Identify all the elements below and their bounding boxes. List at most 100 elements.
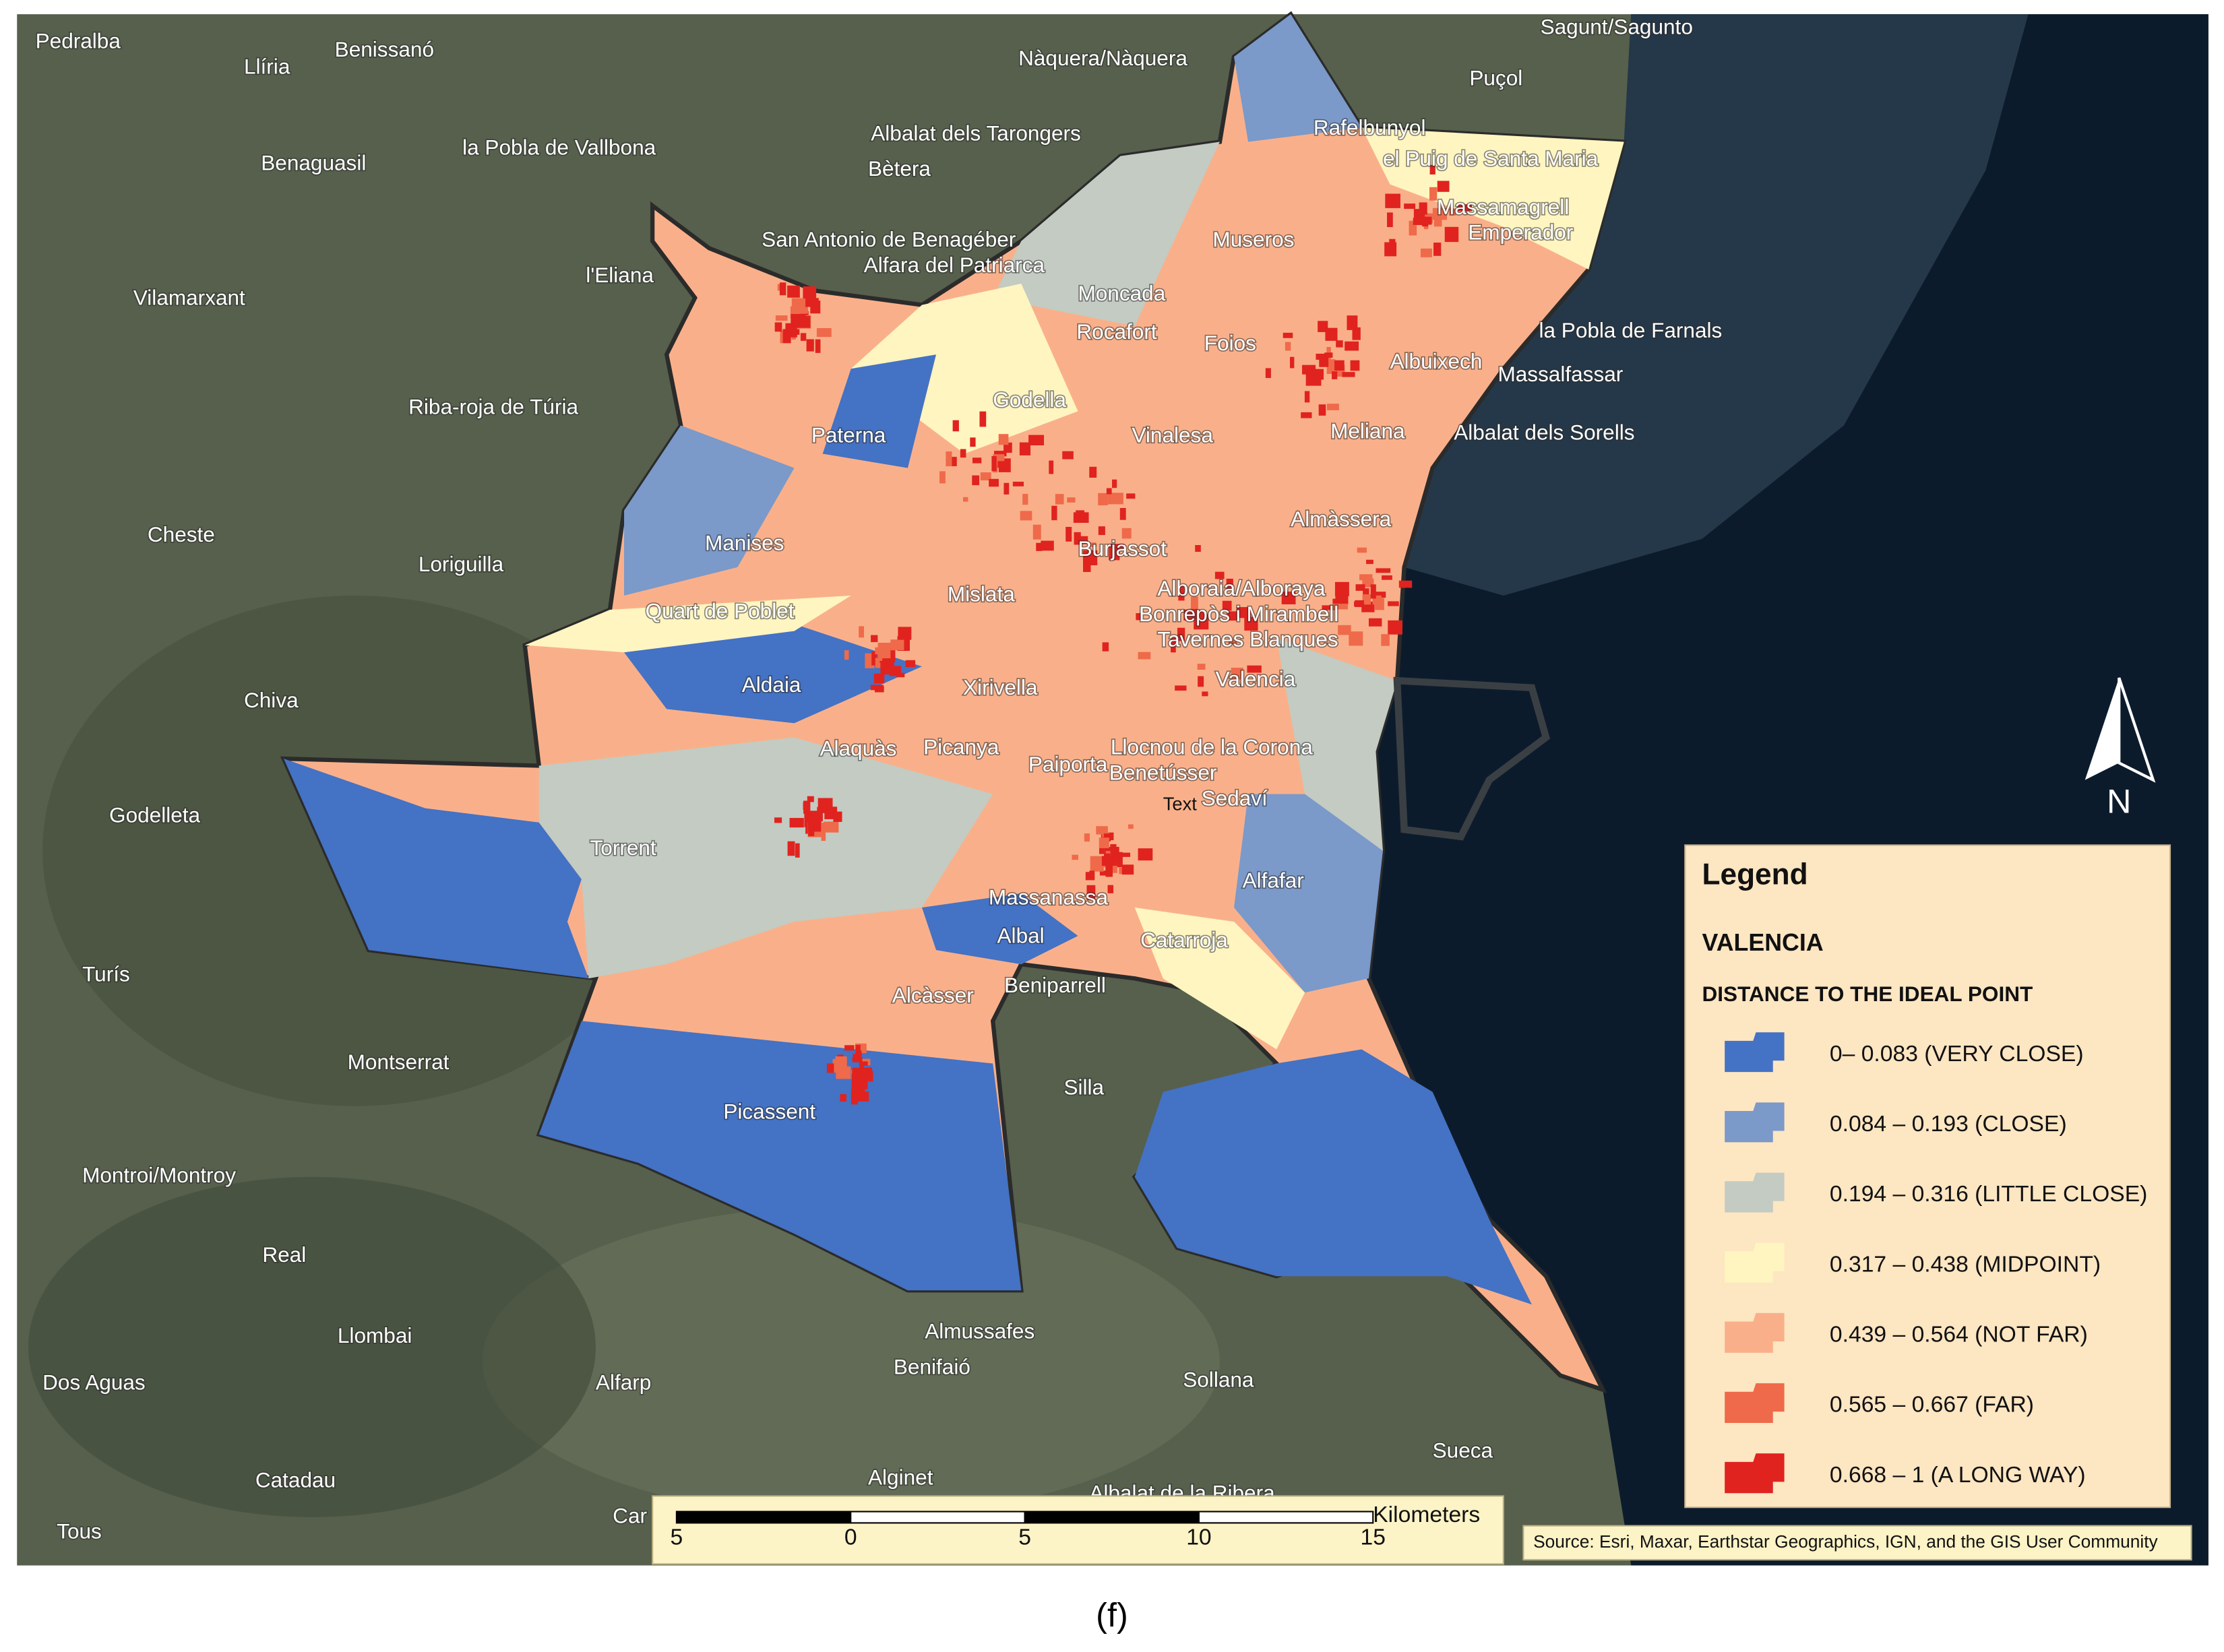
hotspot <box>1382 575 1392 580</box>
place-label: Llocnou de la Corona <box>1111 735 1313 759</box>
legend-label: 0.194 – 0.316 (LITTLE CLOSE) <box>1830 1182 2147 1207</box>
hotspot <box>1198 676 1204 687</box>
place-label: Massamagrell <box>1437 195 1569 219</box>
hotspot <box>1334 581 1349 596</box>
hotspot <box>1398 580 1413 588</box>
hotspot <box>994 451 1007 457</box>
region <box>624 624 922 724</box>
place-label: Godella <box>993 387 1066 412</box>
hotspot <box>905 660 916 668</box>
hotspot <box>1197 664 1206 670</box>
scale-segment <box>1198 1511 1374 1524</box>
hotspot <box>875 658 884 668</box>
legend-swatch <box>1725 1242 1785 1283</box>
hotspot <box>1319 354 1329 367</box>
hotspot <box>1444 226 1459 243</box>
hotspot <box>1324 352 1333 358</box>
hotspot <box>1326 404 1339 410</box>
hotspot <box>815 339 821 353</box>
hotspot <box>1067 497 1076 503</box>
place-label: Llíria <box>244 54 290 78</box>
hotspot <box>939 471 946 484</box>
hotspot <box>1191 610 1203 615</box>
hotspot <box>1244 616 1258 631</box>
hotspot <box>1318 404 1326 416</box>
hotspot <box>952 420 959 432</box>
place-label: Sedaví <box>1202 786 1268 810</box>
place-label: Alboraia/Alboraya <box>1157 576 1325 600</box>
hotspot <box>805 298 819 307</box>
hotspot <box>998 434 1009 445</box>
place-label: Bonrepòs i Mirambell <box>1139 602 1338 626</box>
hotspot <box>1355 600 1364 608</box>
scale-bar-box <box>652 1495 1504 1565</box>
hotspot <box>1332 598 1338 604</box>
terrain <box>482 1205 1220 1517</box>
hotspot <box>1036 542 1043 551</box>
legend-title: Legend <box>1702 858 1808 891</box>
hotspot <box>1301 412 1312 418</box>
hotspot <box>1062 451 1074 459</box>
hotspot <box>980 472 991 480</box>
hotspot <box>979 411 987 427</box>
hotspot <box>946 451 952 467</box>
hotspot <box>1313 369 1324 380</box>
region <box>822 354 937 468</box>
region <box>538 1021 1022 1291</box>
hotspot <box>880 660 890 675</box>
place-label: Manises <box>705 531 784 555</box>
legend-subtitle: VALENCIA <box>1702 929 1824 956</box>
region <box>1134 1049 1532 1305</box>
hotspot <box>1342 372 1355 377</box>
study-area <box>280 11 1627 1393</box>
hotspot <box>1106 488 1112 495</box>
hotspot <box>1236 607 1251 618</box>
hotspot <box>1089 466 1097 478</box>
hotspot <box>1375 598 1384 610</box>
place-label: Riba-roja de Túria <box>408 395 578 419</box>
scale-tick-label: 5 <box>1018 1525 1031 1550</box>
place-label: Benaguasil <box>261 151 366 175</box>
place-label: Alfarp <box>596 1370 651 1395</box>
place-label: Puçol <box>1469 65 1522 90</box>
hotspot <box>1226 578 1233 590</box>
place-labels: Pedralba Llíria Benissanó Nàquera/Nàquera Sa… <box>34 13 1723 1544</box>
place-label: Picanya <box>923 735 999 759</box>
source-box <box>1522 1525 2192 1561</box>
legend-swatch <box>1725 1312 1785 1353</box>
place-label: Alginet <box>868 1465 933 1490</box>
scale-tick-label: 5 <box>671 1525 683 1550</box>
hotspot <box>1138 652 1151 660</box>
place-label: Massanassa <box>989 885 1109 910</box>
place-label: Turís <box>82 961 130 986</box>
hotspot <box>835 1056 847 1067</box>
hotspot <box>816 327 832 338</box>
hotspot <box>1105 862 1113 877</box>
hotspot <box>793 302 808 314</box>
hotspot <box>1084 833 1090 842</box>
region <box>524 596 851 653</box>
hotspot <box>813 829 824 837</box>
hotspot <box>1020 511 1032 521</box>
hotspot <box>1335 592 1349 604</box>
hotspot <box>1350 360 1360 371</box>
place-label: Meliana <box>1330 418 1405 443</box>
source-text: Source: Esri, Maxar, Earthstar Geographi… <box>1533 1531 2158 1552</box>
place-label: Silla <box>1063 1075 1104 1100</box>
place-label: Real <box>262 1242 306 1267</box>
hotspot <box>1421 216 1432 225</box>
hotspot <box>859 626 865 638</box>
hotspot <box>787 841 795 856</box>
hotspot <box>1099 870 1108 876</box>
place-label: Xirivella <box>963 675 1038 699</box>
hotspot <box>806 339 814 352</box>
hotspot <box>1368 618 1382 627</box>
place-label: Foios <box>1204 331 1256 355</box>
place-label: Valencia <box>1216 667 1296 691</box>
hotspot <box>989 478 999 487</box>
place-label: Godelleta <box>109 803 200 827</box>
hotspot <box>1285 342 1291 351</box>
hotspot <box>857 1091 869 1102</box>
place-label: Montroi/Montroy <box>82 1163 236 1187</box>
